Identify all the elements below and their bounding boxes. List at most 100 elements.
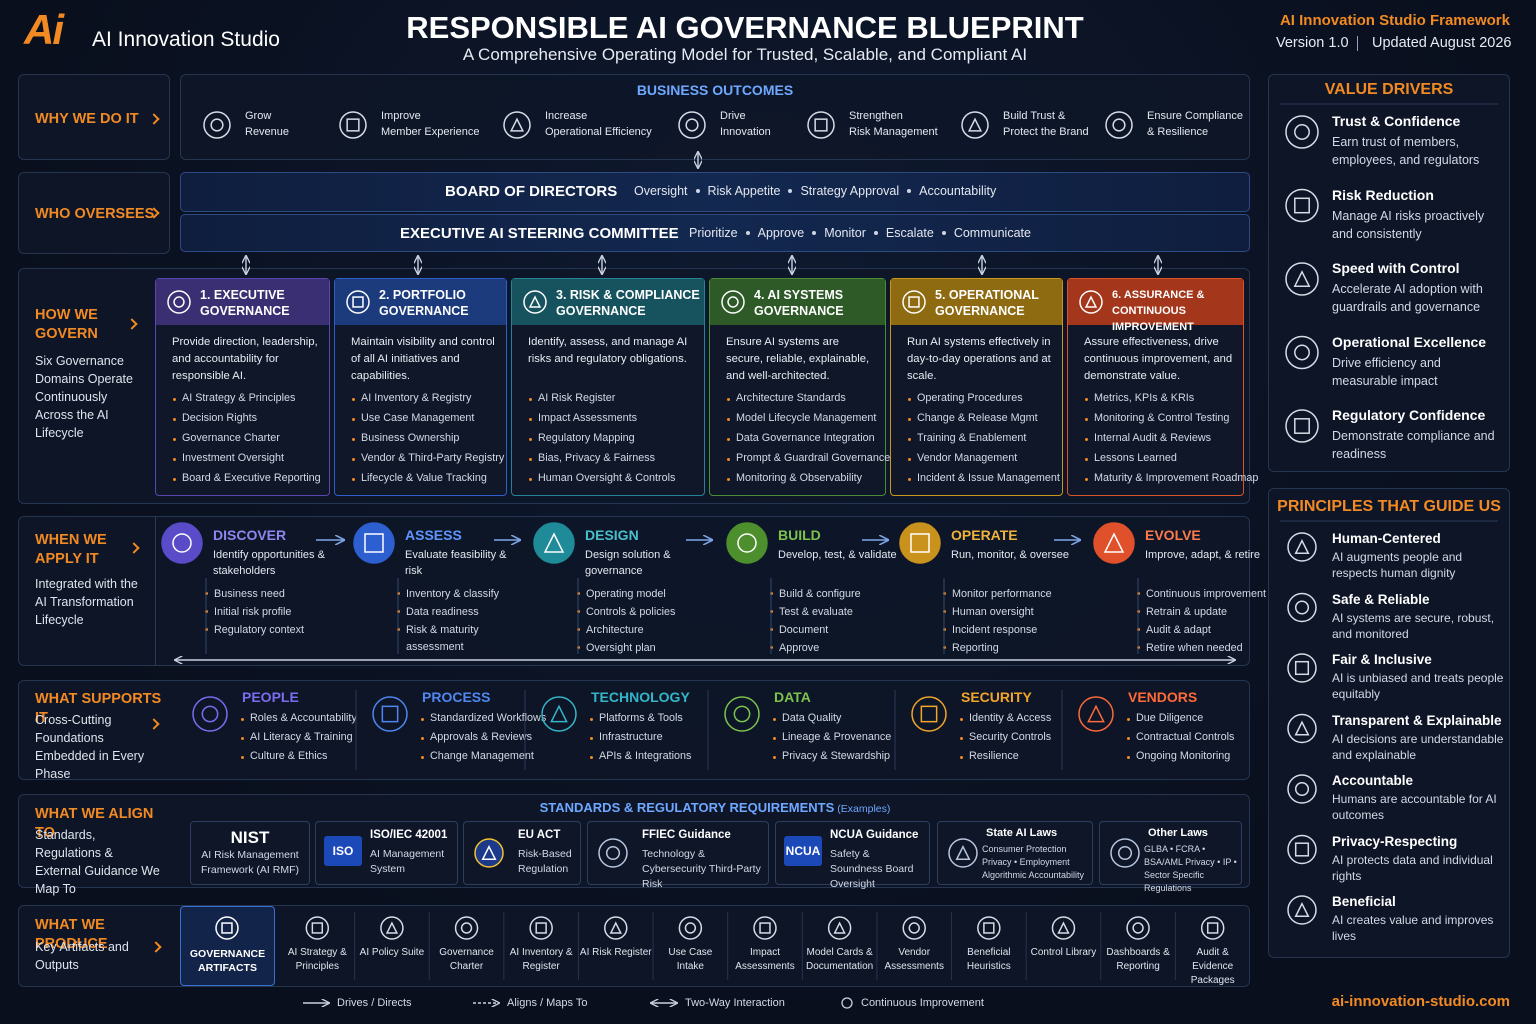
- pillar-item: Security Controls: [959, 731, 1052, 743]
- domain-item: Change & Release Mgmt: [908, 412, 1038, 424]
- standard-name: NCUA Guidance: [830, 829, 919, 841]
- separator-dot: [873, 231, 878, 235]
- frame: [18, 172, 170, 254]
- outcome-text: Improve: [381, 110, 421, 122]
- outcome-text: Build Trust &: [1003, 110, 1066, 122]
- pillar-item: Due Diligence: [1126, 712, 1204, 724]
- pillar-item: Infrastructure: [590, 731, 663, 743]
- phase-name: EVOLVE: [1145, 527, 1201, 543]
- phase-item: Build & configure: [770, 586, 909, 603]
- domain-title: 6. ASSURANCE & CONTINUOUS IMPROVEMENT: [1112, 289, 1205, 333]
- phase-desc: Improve, adapt, & retire: [1145, 549, 1260, 561]
- driver-name: Regulatory Confidence: [1332, 407, 1486, 423]
- oversight-item: Approve: [757, 226, 805, 240]
- phase-name: BUILD: [778, 527, 821, 543]
- principle-name: Fair & Inclusive: [1332, 652, 1432, 667]
- phase-desc: Identify opportunities & stakeholders: [213, 549, 325, 577]
- pillar-item: Change Management: [421, 750, 534, 762]
- standard-desc: Technology & Cybersecurity Third-Party R…: [642, 848, 761, 890]
- row-label: WHY WE DO IT: [35, 111, 139, 127]
- phase-item: Data readiness: [397, 604, 536, 621]
- principle-name: Transparent & Explainable: [1332, 712, 1502, 728]
- domain-item: Monitoring & Observability: [726, 472, 863, 484]
- driver-name: Speed with Control: [1332, 260, 1460, 276]
- phase-item: Operating model: [577, 586, 716, 603]
- phase-item: Document: [770, 622, 909, 639]
- domain-item: Vendor & Third-Party Registry: [351, 452, 505, 464]
- phase-item: Retire when needed: [1137, 640, 1276, 657]
- standards-title: STANDARDS & REGULATORY REQUIREMENTS: [539, 800, 835, 815]
- oversight-box: [180, 214, 1250, 252]
- standard-card: ISO ISO/IEC 42001 AI Management System: [315, 821, 458, 885]
- standard-card: State AI Laws Consumer Protection Privacy…: [937, 821, 1093, 885]
- domain-item: AI Strategy & Principles: [172, 392, 296, 404]
- domain-title: 2. PORTFOLIO GOVERNANCE: [379, 288, 469, 318]
- standard-card: NCUA NCUA Guidance Safety & Soundness Boar…: [775, 821, 930, 890]
- row-note: Six Governance Domains Operate Continuou…: [35, 354, 133, 440]
- separator-dot: [907, 189, 912, 193]
- driver-name: Risk Reduction: [1332, 186, 1434, 203]
- domain-item: Metrics, KPIs & KRIs: [1084, 392, 1195, 404]
- outcome-text: Ensure Compliance: [1147, 110, 1243, 122]
- frame: [18, 74, 170, 160]
- phase-item: Human oversight: [943, 604, 1082, 621]
- principle-desc: AI augments people and respects human di…: [1332, 550, 1463, 580]
- domain-item: Bias, Privacy & Fairness: [529, 452, 655, 464]
- standards-note: (Examples): [837, 803, 891, 815]
- phase-item: Approve: [770, 640, 909, 657]
- subtitle: A Comprehensive Operating Model for Trus…: [462, 45, 1028, 64]
- phase-item: Architecture: [577, 622, 716, 639]
- domain-card: 2. PORTFOLIO GOVERNANCE Maintain visibili…: [334, 278, 507, 496]
- principle-name: Human-Centered: [1332, 531, 1441, 546]
- oversight-item: Communicate: [953, 226, 1031, 240]
- separator-dot: [812, 231, 817, 235]
- driver-name: Operational Excellence: [1332, 333, 1487, 350]
- domain-card: 3. RISK & COMPLIANCE GOVERNANCE Identify,…: [511, 278, 705, 496]
- phase-name: DESIGN: [585, 527, 639, 543]
- domain-item: Vendor Management: [907, 452, 1018, 464]
- artifact-name: Control Library: [1030, 947, 1097, 958]
- domain-desc: Maintain visibility and control of all A…: [351, 336, 495, 382]
- row-label: WHAT WE ALIGN TO: [35, 806, 154, 841]
- driver-desc: Manage AI risks proactively and consiste…: [1332, 208, 1485, 241]
- row-label: HOW WE GOVERN: [35, 307, 98, 342]
- principle-desc: AI decisions are understandable and expl…: [1332, 731, 1504, 762]
- oversight-item: Risk Appetite: [707, 184, 781, 198]
- standard-name: State AI Laws: [986, 827, 1058, 839]
- standard-desc: AI Management System: [370, 848, 445, 875]
- driver-desc: Accelerate AI adoption with guardrails a…: [1332, 282, 1483, 314]
- outcome-text: Grow: [245, 110, 272, 122]
- artifact-name: Beneficial Heuristics: [966, 947, 1011, 972]
- standard-name: ISO/IEC 42001: [370, 829, 448, 841]
- brand: AI Innovation Studio: [92, 28, 280, 51]
- pillar-name: PEOPLE: [242, 689, 299, 705]
- oversight-item: Strategy Approval: [800, 184, 900, 198]
- domain-item: Board & Executive Reporting: [173, 472, 321, 484]
- domain-desc: Provide direction, leadership, and accou…: [172, 336, 318, 382]
- phase-item: Continuous improvement: [1137, 586, 1276, 603]
- sidebar-title: PRINCIPLES THAT GUIDE US: [1277, 498, 1501, 515]
- phase-item: Reporting: [943, 640, 1082, 657]
- highlight-text: GOVERNANCE ARTIFACTS: [189, 948, 266, 974]
- driver-desc: Drive efficiency and measurable impact: [1332, 355, 1441, 388]
- domain-item: Monitoring & Control Testing: [1084, 412, 1230, 424]
- pillar-item: Lineage & Provenance: [772, 731, 892, 743]
- outcome-text: Strengthen: [849, 110, 903, 122]
- pillar-item: Contractual Controls: [1126, 731, 1235, 743]
- principle-desc: AI systems are secure, robust, and monit…: [1332, 610, 1495, 641]
- standards-heading: STANDARDS & REGULATORY REQUIREMENTS (Exam…: [180, 799, 1250, 817]
- driver-desc: Earn trust of members, employees, and re…: [1332, 135, 1480, 167]
- domain-item: Model Lifecycle Management: [726, 412, 877, 424]
- domain-item: Operating Procedures: [908, 392, 1023, 404]
- domain-item: Incident & Issue Management: [908, 472, 1060, 484]
- pillar-item: Culture & Ethics: [240, 750, 328, 762]
- outcome-text: & Resilience: [1147, 126, 1209, 138]
- phase-desc: Design solution & governance: [585, 549, 671, 577]
- phase-name: DISCOVER: [213, 527, 287, 543]
- domain-title: 3. RISK & COMPLIANCE GOVERNANCE: [556, 288, 700, 318]
- artifact-name: AI Strategy & Principles: [287, 947, 347, 972]
- phase-item: Risk & maturity assessment: [397, 622, 536, 656]
- legend-text: Continuous Improvement: [861, 997, 984, 1009]
- domain-item: Decision Rights: [172, 412, 258, 424]
- outcome-text: Risk Management: [849, 126, 938, 138]
